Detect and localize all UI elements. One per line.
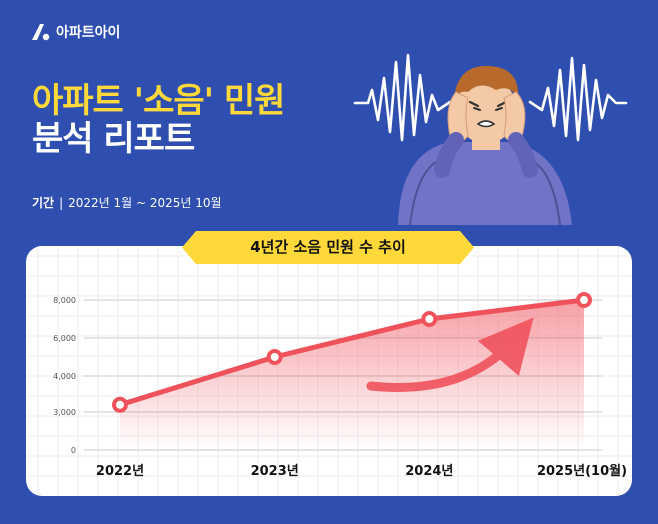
chart-card: 0 3,000 4,000 6,000 8,000 2022년 2023년 2024년 202…: [26, 246, 632, 496]
trend-arrow-icon: [366, 317, 534, 392]
chart-title-banner: 4년간 소음 민원 수 추이: [182, 231, 474, 264]
period-value: 2022년 1월 ~ 2025년 10월: [68, 196, 222, 210]
data-point: [112, 396, 128, 413]
title-line-2: 분석 리포트: [32, 119, 195, 160]
data-point: [576, 292, 592, 308]
y-tick-label: 3,000: [53, 408, 76, 417]
data-point: [266, 349, 283, 365]
covering-ears-person-icon: [353, 53, 628, 226]
brand-name: 아파트아이: [56, 25, 121, 41]
period-separator: |: [59, 196, 64, 210]
sound-wave-right-icon: [528, 56, 628, 142]
line-chart: 0 3,000 4,000 6,000 8,000 2022년 2023년 2024년 202…: [26, 246, 632, 496]
y-tick-label: 0: [71, 446, 76, 455]
brand-logo: 아파트아이: [30, 22, 120, 42]
x-tick-label: 2022년: [96, 464, 144, 479]
page-title: 아파트 '소음' 민원 분석 리포트: [32, 81, 285, 160]
period-info: 기간 | 2022년 1월 ~ 2025년 10월: [32, 194, 222, 211]
sound-wave-left-icon: [353, 53, 452, 142]
chart-title: 4년간 소음 민원 수 추이: [250, 238, 406, 256]
period-label: 기간: [32, 196, 55, 210]
brand-mark-icon: [32, 24, 50, 41]
y-tick-label: 8,000: [53, 296, 76, 305]
area-fill: [120, 300, 584, 450]
title-line-1: 아파트 '소음' 민원: [32, 81, 285, 121]
y-tick-label: 4,000: [53, 372, 76, 381]
series-line: [117, 297, 587, 408]
data-point: [421, 311, 438, 327]
x-tick-label: 2025년(10월): [537, 463, 627, 479]
x-tick-label: 2024년: [405, 464, 453, 479]
x-tick-label: 2023년: [251, 464, 299, 479]
y-tick-label: 6,000: [53, 334, 76, 343]
